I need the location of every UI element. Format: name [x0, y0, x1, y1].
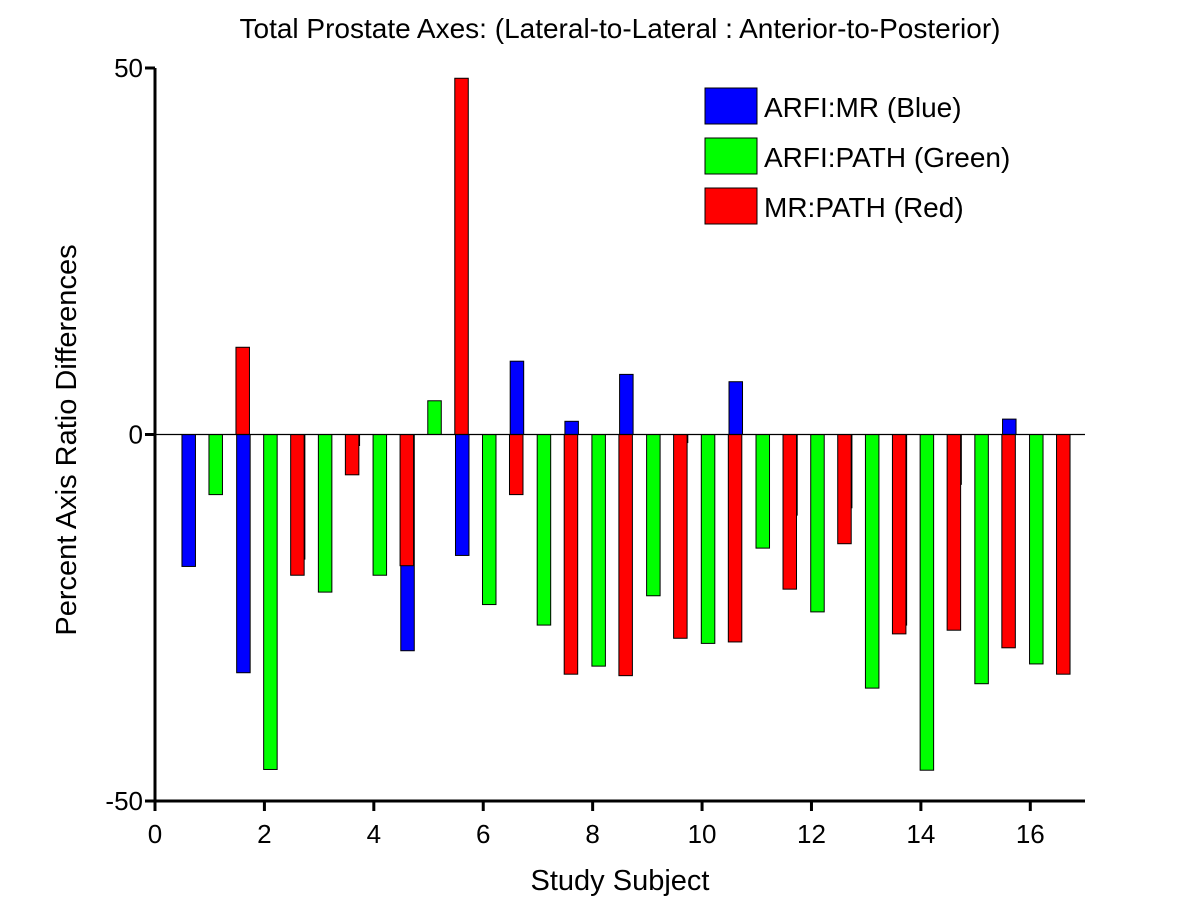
- bar-3-subject-15: [1001, 434, 1016, 649]
- legend-label-2: ARFI:PATH (Green): [764, 142, 1010, 173]
- legend-swatch-2: [704, 137, 758, 175]
- bar-2-subject-12: [810, 434, 825, 613]
- bar-3-subject-4: [399, 434, 415, 567]
- bar-2-subject-1: [208, 434, 223, 496]
- bar-3-subject-1: [235, 346, 250, 435]
- bar-1-subject-6: [454, 434, 470, 556]
- bar-2-subject-5: [427, 400, 442, 435]
- legend-label-3: MR:PATH (Red): [764, 192, 964, 223]
- bar-2-subject-11: [755, 434, 771, 549]
- bar-2-subject-8: [591, 434, 606, 667]
- bar-2-subject-9: [646, 434, 661, 597]
- legend-swatch-3: [704, 187, 758, 225]
- bar-3-subject-12: [837, 434, 852, 545]
- bar-1-subject-11: [728, 381, 744, 435]
- y-tick-label-0: 0: [129, 420, 143, 450]
- bar-2-subject-3: [317, 434, 333, 593]
- bar-3-subject-11: [782, 434, 798, 590]
- x-tick-label-0: 0: [148, 819, 162, 849]
- bar-3-subject-2: [290, 434, 305, 576]
- x-tick-label-6: 6: [476, 819, 490, 849]
- x-tick-label-14: 14: [906, 819, 935, 849]
- x-tick-label-2: 2: [257, 819, 271, 849]
- bar-1-subject-8: [564, 420, 579, 435]
- bar-3-subject-10: [727, 434, 743, 643]
- legend: ARFI:MR (Blue) ARFI:PATH (Green) MR:PATH (…: [704, 87, 1010, 225]
- bar-2-subject-10: [700, 434, 716, 644]
- bar-3-subject-9: [673, 434, 688, 639]
- bar-2-subject-13: [864, 434, 880, 689]
- y-axis-label: Percent Axis Ratio Differences: [51, 244, 83, 635]
- x-tick-label-12: 12: [797, 819, 826, 849]
- x-axis-label: Study Subject: [531, 865, 710, 897]
- bar-2-subject-6: [481, 434, 497, 606]
- bar-3-subject-3: [344, 434, 360, 476]
- legend-swatch-1: [704, 87, 758, 125]
- bar-2-subject-4: [372, 434, 388, 576]
- x-tick-label-4: 4: [367, 819, 381, 849]
- bar-1-subject-2: [236, 434, 251, 674]
- bar-1-subject-7: [509, 360, 525, 436]
- legend-label-1: ARFI:MR (Blue): [764, 92, 962, 123]
- bar-1-subject-9: [619, 373, 634, 436]
- bar-3-subject-14: [946, 434, 962, 631]
- x-tick-label-10: 10: [688, 819, 717, 849]
- chart-title: Total Prostate Axes: (Lateral-to-Lateral…: [240, 13, 1001, 44]
- bar-3-subject-13: [891, 434, 907, 635]
- bar-1-subject-16: [1002, 418, 1017, 435]
- y-tick-label--50: -50: [105, 786, 143, 816]
- bar-3-subject-7: [563, 434, 579, 675]
- bar-2-subject-14: [919, 434, 935, 771]
- bar-3-subject-6: [508, 434, 524, 496]
- bar-2-subject-15: [974, 434, 989, 685]
- bar-3-subject-5: [454, 77, 469, 435]
- x-tick-label-8: 8: [585, 819, 599, 849]
- bar-1-subject-1: [181, 434, 196, 567]
- bar-3-subject-16: [1056, 434, 1071, 675]
- bar-3-subject-8: [618, 434, 633, 677]
- y-tick-label-50: 50: [114, 53, 143, 83]
- bar-2-subject-2: [263, 434, 278, 770]
- x-tick-label-16: 16: [1016, 819, 1045, 849]
- bar-2-subject-7: [536, 434, 552, 626]
- bar-2-subject-16: [1029, 434, 1044, 665]
